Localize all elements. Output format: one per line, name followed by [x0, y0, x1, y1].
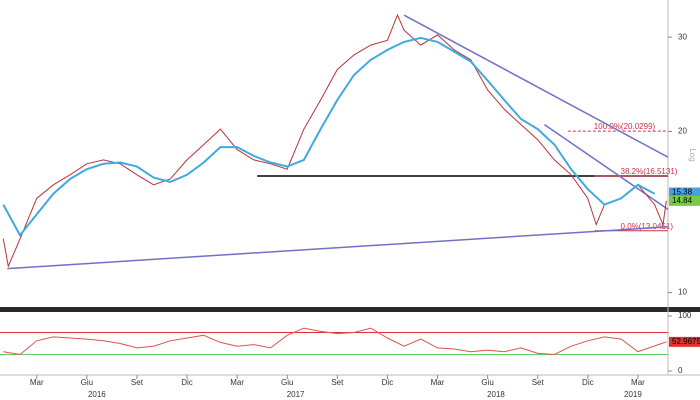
y-tick-label: 20 — [678, 127, 687, 136]
x-tick-label: Giu — [81, 378, 93, 387]
x-tick-label: Mar — [431, 378, 445, 387]
trendline — [7, 226, 669, 270]
panel-divider — [0, 307, 700, 312]
x-tick-label: Giu — [281, 378, 293, 387]
series-line — [3, 327, 667, 356]
y-tick-label: 30 — [678, 32, 687, 41]
y-tick-label: 0 — [678, 366, 683, 375]
last-value-box — [669, 187, 700, 198]
last-value-label: 14.84 — [672, 196, 693, 205]
last-value-label: 15.38 — [672, 188, 693, 197]
y-tick-label: 10 — [678, 288, 687, 297]
year-label: 2017 — [287, 390, 305, 399]
last-value-box — [669, 336, 700, 347]
x-tick-label: Dic — [181, 378, 193, 387]
trendline — [403, 14, 669, 158]
series-line — [2, 13, 667, 269]
year-label: 2018 — [487, 390, 505, 399]
fib-label: 0.0%(13.0451) — [621, 222, 674, 231]
last-value-label: 52.9675 — [672, 337, 700, 346]
x-tick-label: Set — [331, 378, 344, 387]
x-tick-label: Mar — [631, 378, 645, 387]
fib-label: 100.0%(20.0299) — [594, 122, 656, 131]
series-line — [2, 36, 656, 237]
year-label: 2019 — [624, 390, 642, 399]
last-value-box — [669, 195, 700, 206]
trendline — [543, 123, 669, 211]
x-tick-label: Mar — [30, 378, 44, 387]
y-tick-label: 100 — [678, 311, 692, 320]
x-tick-label: Set — [131, 378, 144, 387]
x-tick-label: Set — [532, 378, 545, 387]
x-tick-label: Mar — [230, 378, 244, 387]
scale-label: Log — [688, 148, 697, 161]
x-tick-label: Giu — [481, 378, 493, 387]
x-tick-label: Dic — [382, 378, 394, 387]
year-label: 2016 — [88, 390, 106, 399]
x-tick-label: Dic — [582, 378, 594, 387]
fib-label: 38.2%(16.5131) — [621, 167, 678, 176]
